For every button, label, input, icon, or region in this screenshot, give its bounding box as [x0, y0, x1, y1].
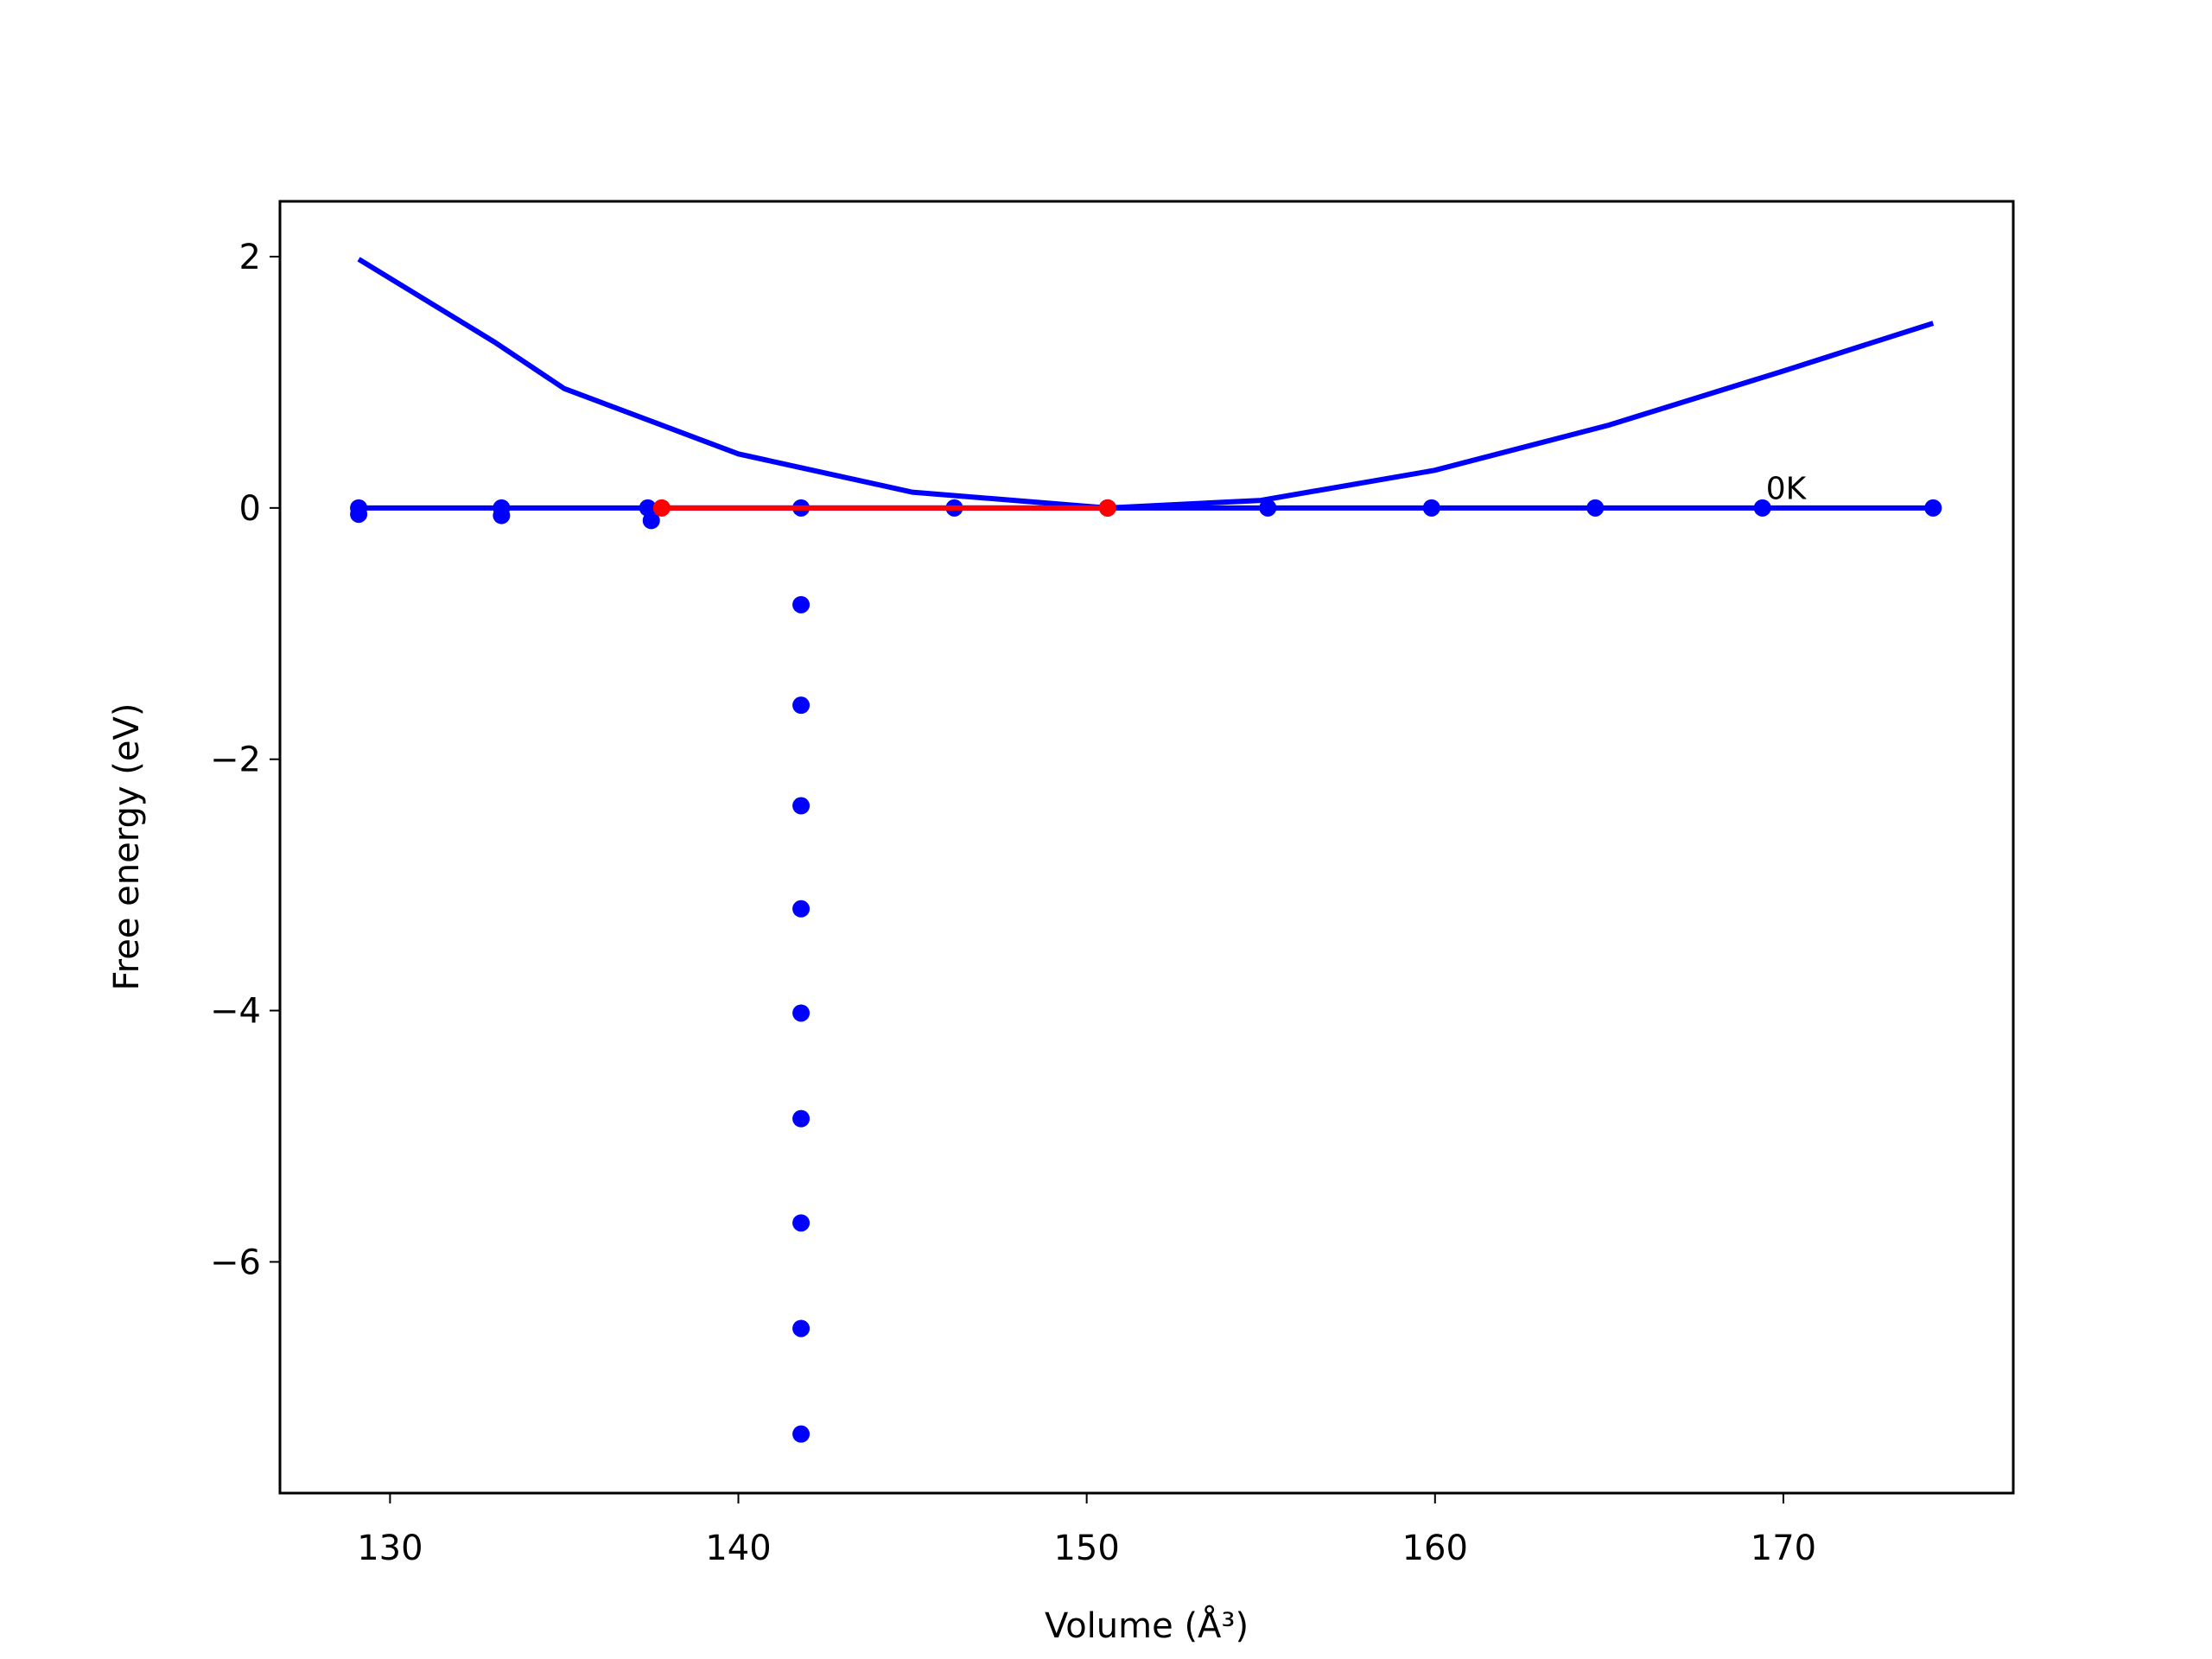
data-point [792, 899, 810, 918]
data-point [1422, 499, 1440, 517]
data-point [652, 499, 671, 517]
data-point [792, 1214, 810, 1232]
plot-area: 130 140 150 160 170 −6 −4 −2 0 2 0K [210, 200, 2015, 1568]
x-tick-label: 150 [1053, 1529, 1119, 1568]
data-point [642, 512, 660, 530]
data-point [792, 797, 810, 815]
y-tick-label: −4 [210, 992, 261, 1032]
x-tick-label: 160 [1402, 1529, 1468, 1568]
x-tick-label: 140 [705, 1529, 771, 1568]
data-point [493, 506, 511, 524]
x-tick-label: 130 [357, 1529, 423, 1568]
data-point [792, 1004, 810, 1022]
data-point [792, 1109, 810, 1128]
plot-frame [278, 200, 2015, 1495]
y-axis-label: Free energy (eV) [107, 703, 147, 991]
data-point [350, 505, 368, 524]
data-point [792, 696, 810, 715]
x-axis-label: Volume (Å³) [1045, 1605, 1249, 1646]
y-tick-label: 2 [239, 238, 261, 277]
data-point [1753, 499, 1771, 517]
y-tick-label: −6 [210, 1243, 261, 1282]
data-point [1586, 499, 1605, 517]
x-tick-label: 170 [1751, 1529, 1816, 1568]
data-point [1924, 499, 1942, 517]
data-point [792, 1319, 810, 1338]
y-tick-label: −2 [210, 741, 261, 780]
data-point [1259, 499, 1277, 517]
data-point [792, 595, 810, 613]
y-tick-label: 0 [239, 489, 261, 529]
data-point [792, 1425, 810, 1443]
data-point [1098, 499, 1116, 517]
annotation: 0K [1766, 472, 1808, 507]
